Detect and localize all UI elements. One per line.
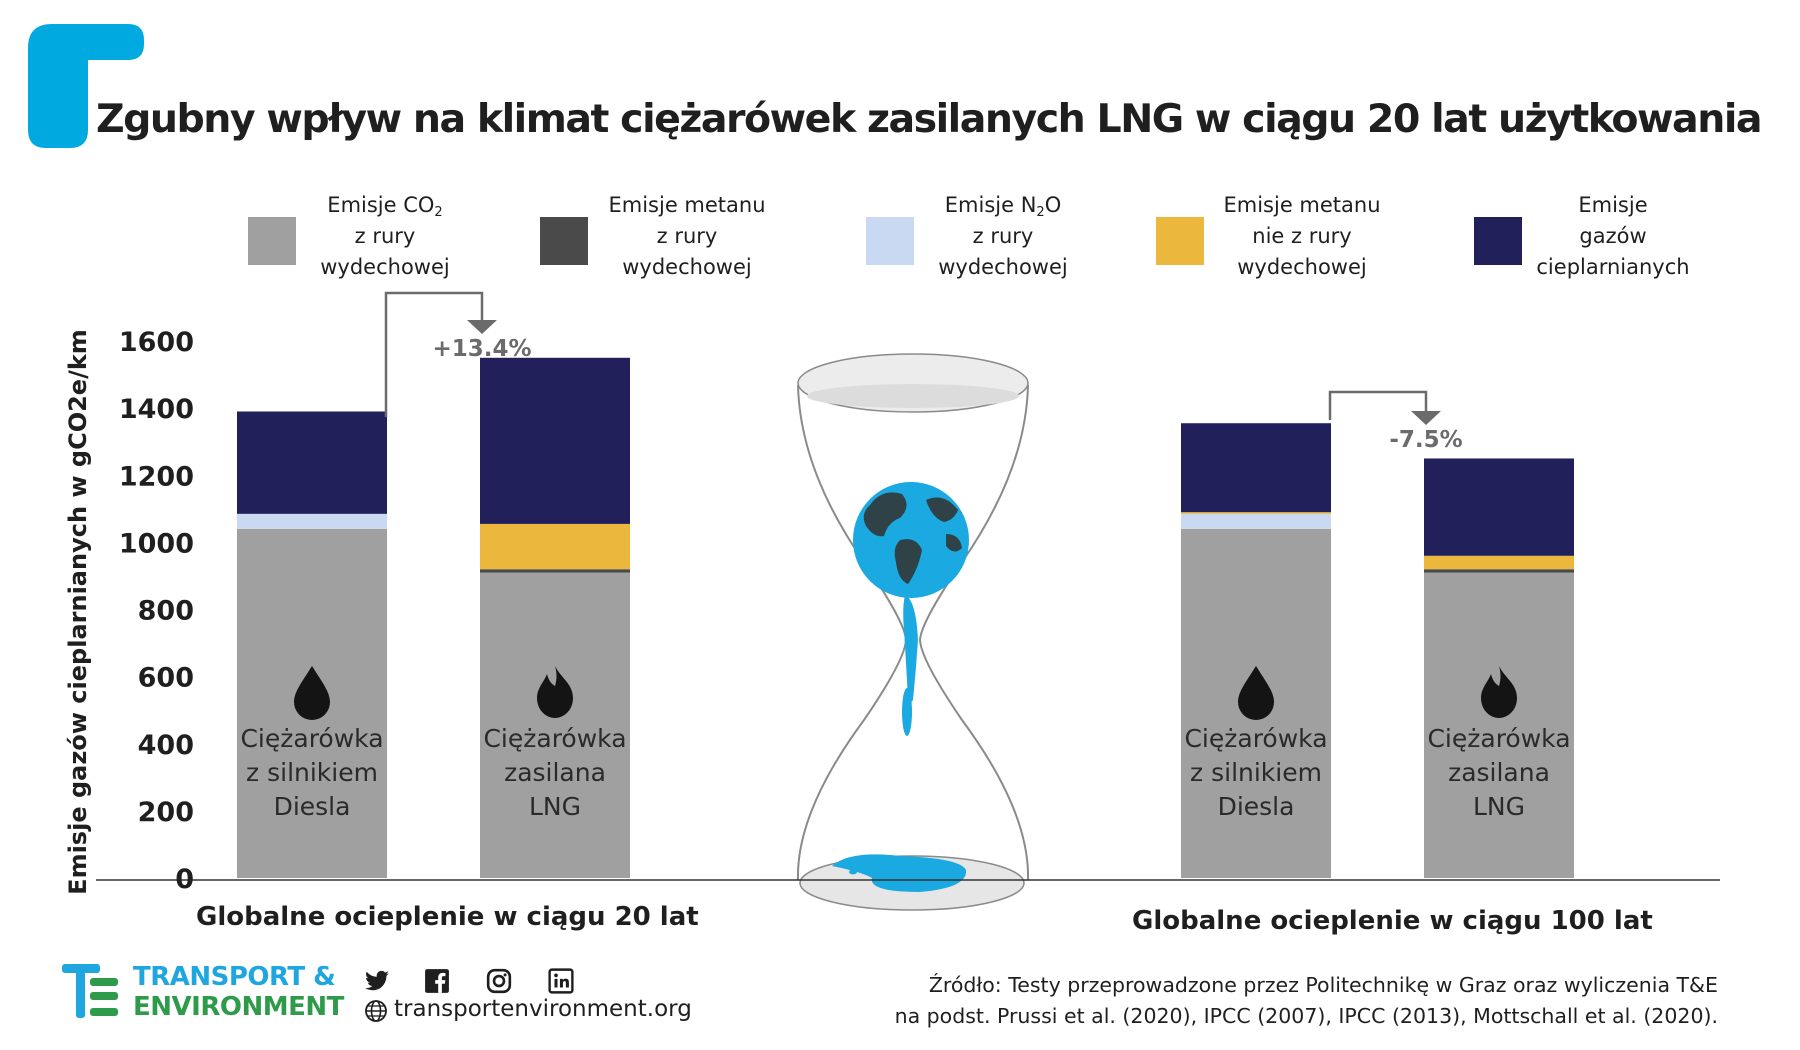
legend-label: Emisje gazów cieplarnianych (1536, 193, 1690, 279)
y-tick-label: 200 (138, 797, 194, 828)
bar-label: Diesla (274, 792, 351, 821)
bar-segment (1181, 513, 1331, 529)
legend-swatch (1474, 217, 1522, 265)
bar-segment (237, 513, 387, 529)
legend-item-co2: Emisje CO2 z rury wydechowej (248, 190, 458, 280)
twitter-icon[interactable] (364, 968, 390, 994)
website-link[interactable]: transportenvironment.org (394, 996, 692, 1022)
change-arrow-line (384, 291, 484, 417)
source-line-1: Źródło: Testy przeprowadzone przez Polit… (928, 973, 1718, 997)
hourglass-illustration (796, 353, 1030, 911)
bar-segment (480, 357, 630, 524)
bar-segment (1424, 458, 1574, 556)
instagram-icon[interactable] (486, 968, 512, 994)
bar-segment (1424, 572, 1574, 878)
globe-icon (365, 1000, 387, 1022)
bar-segment (1181, 512, 1331, 514)
bar-label: zasilana (504, 758, 606, 787)
bar-label: zasilana (1448, 758, 1550, 787)
y-tick-label: 0 (175, 864, 194, 895)
legend-swatch (248, 217, 296, 265)
drop-icon (1238, 666, 1274, 720)
group-caption-20y: Globalne ocieplenie w ciągu 20 lat (196, 902, 699, 932)
bar-segment (1424, 555, 1574, 570)
y-tick-label: 800 (138, 596, 194, 627)
bar-label: LNG (1473, 792, 1525, 821)
bar-segment (1424, 569, 1574, 573)
change-label: -7.5% (1389, 427, 1462, 453)
legend-label: Emisje N2O z rury wydechowej (938, 193, 1068, 279)
legend-item-ghg: Emisje gazów cieplarnianych (1474, 190, 1734, 280)
linkedin-icon[interactable] (548, 968, 574, 994)
y-tick-label: 1200 (119, 461, 194, 492)
legend-label: Emisje metanu z rury wydechowej (608, 193, 766, 279)
bar-label: LNG (529, 792, 581, 821)
legend-label: Emisje CO2 z rury wydechowej (320, 193, 450, 279)
facebook-icon[interactable] (424, 968, 450, 994)
y-tick-label: 1000 (119, 528, 194, 559)
legend-swatch (1156, 217, 1204, 265)
y-tick-label: 600 (138, 663, 194, 694)
page-title: Zgubny wpływ na klimat ciężarówek zasila… (96, 96, 1763, 142)
y-tick-label: 1600 (119, 327, 194, 358)
bar-label: z silnikiem (1190, 758, 1322, 787)
bar-label: Diesla (1218, 792, 1295, 821)
legend-swatch (540, 217, 588, 265)
legend-item-n2o: Emisje N2O z rury wydechowej (866, 190, 1096, 280)
group-caption-100y: Globalne ocieplenie w ciągu 100 lat (1132, 906, 1653, 936)
brand-line-transport: TRANSPORT & (133, 962, 336, 992)
bar-segment (237, 411, 387, 514)
brand-line-environment: ENVIRONMENT (133, 992, 344, 1022)
bar-label: Ciężarówka (1427, 724, 1570, 753)
corner-logo-mark (28, 24, 144, 148)
te-logo-icon (62, 964, 118, 1018)
bar-segment (1181, 423, 1331, 513)
change-arrow-head (467, 320, 497, 334)
flame-icon (1481, 666, 1517, 718)
bar-segment (480, 569, 630, 573)
bar-segment (480, 572, 630, 878)
legend-swatch (866, 217, 914, 265)
y-tick-label: 400 (138, 730, 194, 761)
change-arrow-head (1411, 411, 1441, 425)
legend-item-methane-tailpipe: Emisje metanu z rury wydechowej (540, 190, 790, 280)
bar-label: Ciężarówka (1184, 724, 1327, 753)
legend-item-methane-non-tailpipe: Emisje metanu nie z rury wydechowej (1156, 190, 1406, 280)
bar-label: z silnikiem (246, 758, 378, 787)
bar-label: Ciężarówka (483, 724, 626, 753)
change-label: +13.4% (432, 336, 531, 362)
change-arrow-line (1328, 390, 1428, 420)
drop-icon (294, 666, 330, 720)
transport-environment-logo (62, 960, 352, 1022)
legend-label: Emisje metanu nie z rury wydechowej (1223, 193, 1381, 279)
y-tick-label: 1400 (119, 394, 194, 425)
flame-icon (537, 666, 573, 718)
source-line-2: na podst. Prussi et al. (2020), IPCC (20… (894, 1004, 1718, 1028)
source-note: Źródło: Testy przeprowadzone przez Polit… (895, 970, 1718, 1032)
bar-segment (480, 523, 630, 570)
bar-label: Ciężarówka (240, 724, 383, 753)
